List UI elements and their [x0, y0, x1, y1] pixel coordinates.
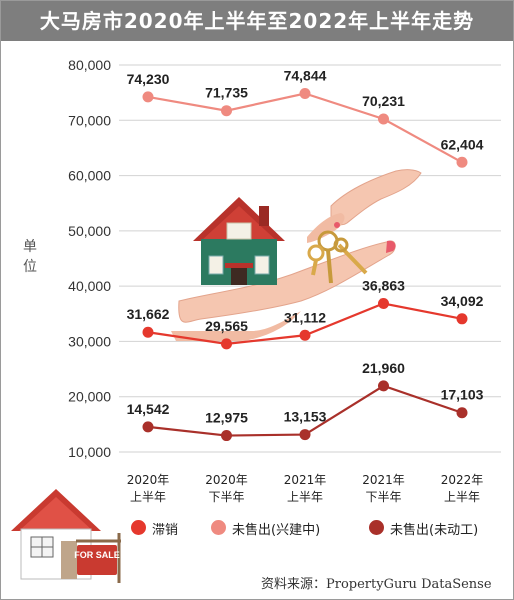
data-label: 13,153	[284, 409, 327, 425]
for-sale-sign-text: FOR SALE	[74, 550, 120, 560]
legend-marker	[211, 520, 226, 535]
x-tick-label: 2020年	[127, 473, 170, 487]
title-bar: 大马房市2020年上半年至2022年上半年走势	[1, 1, 513, 41]
x-tick-label: 下半年	[365, 490, 401, 504]
x-tick-label: 上半年	[287, 490, 323, 504]
source-note: 资料来源：PropertyGuru DataSense	[261, 577, 492, 592]
data-point	[299, 429, 311, 441]
data-point	[221, 338, 232, 350]
data-label: 71,735	[205, 85, 248, 101]
chart-title: 大马房市2020年上半年至2022年上半年走势	[39, 9, 475, 33]
x-tick-label: 2021年	[284, 473, 327, 487]
data-point	[378, 380, 389, 392]
x-tick-label: 下半年	[208, 490, 244, 504]
y-tick-label: 50,000	[68, 223, 111, 239]
y-tick-label: 40,000	[68, 278, 111, 294]
data-label: 14,542	[127, 401, 170, 417]
legend-label: 未售出(未动工)	[390, 523, 479, 538]
series-line	[147, 92, 463, 164]
data-label: 31,112	[284, 309, 326, 325]
data-label: 21,960	[362, 360, 405, 376]
data-label: 70,231	[362, 93, 405, 109]
data-point	[378, 113, 389, 125]
legend-marker	[131, 520, 146, 535]
y-tick-label: 70,000	[68, 112, 111, 128]
house-with-keys-icon	[171, 169, 422, 341]
y-tick-label: 10,000	[68, 444, 111, 460]
data-label: 17,103	[441, 387, 484, 403]
data-point	[299, 329, 311, 341]
data-point	[456, 407, 468, 419]
data-point	[221, 430, 232, 442]
x-tick-label: 2020年	[205, 473, 248, 487]
series-layer	[142, 88, 468, 442]
legend: 滞销 未售出(兴建中) 未售出(未动工)	[131, 517, 511, 539]
grid-lines	[119, 64, 501, 453]
data-label: 74,230	[127, 71, 170, 87]
data-labels: 74,230 71,735 74,844 70,231 62,404 31,662 29,5…	[127, 68, 484, 426]
data-point	[142, 91, 154, 103]
legend-marker	[369, 520, 384, 535]
legend-label: 滞销	[152, 523, 179, 538]
x-tick-label: 上半年	[444, 490, 480, 504]
y-axis: 10,000 20,000 30,000 40,000 50,000 60,000 70,0…	[68, 57, 111, 460]
data-point	[142, 326, 154, 338]
data-point	[299, 88, 311, 100]
y-tick-label: 30,000	[68, 333, 111, 349]
legend-label: 未售出(兴建中)	[232, 523, 321, 538]
data-label: 62,404	[441, 136, 484, 152]
y-tick-label: 20,000	[68, 389, 111, 405]
y-axis-unit-label: 单位	[23, 239, 37, 275]
data-label: 29,565	[205, 318, 248, 334]
data-label: 12,975	[205, 410, 248, 426]
house-for-sale-icon: FOR SALE	[11, 489, 121, 583]
x-tick-label: 2022年	[441, 473, 484, 487]
data-label: 31,662	[127, 306, 170, 322]
data-point	[456, 313, 468, 325]
data-label: 34,092	[441, 293, 484, 309]
data-point	[378, 297, 389, 309]
data-label: 74,844	[284, 68, 327, 84]
x-tick-label: 上半年	[130, 490, 166, 504]
y-tick-label: 80,000	[68, 57, 111, 73]
x-tick-label: 2021年	[362, 473, 405, 487]
data-label: 36,863	[362, 277, 405, 293]
data-point	[221, 105, 232, 117]
y-tick-label: 60,000	[68, 168, 111, 184]
data-point	[456, 156, 468, 168]
data-point	[142, 421, 154, 433]
